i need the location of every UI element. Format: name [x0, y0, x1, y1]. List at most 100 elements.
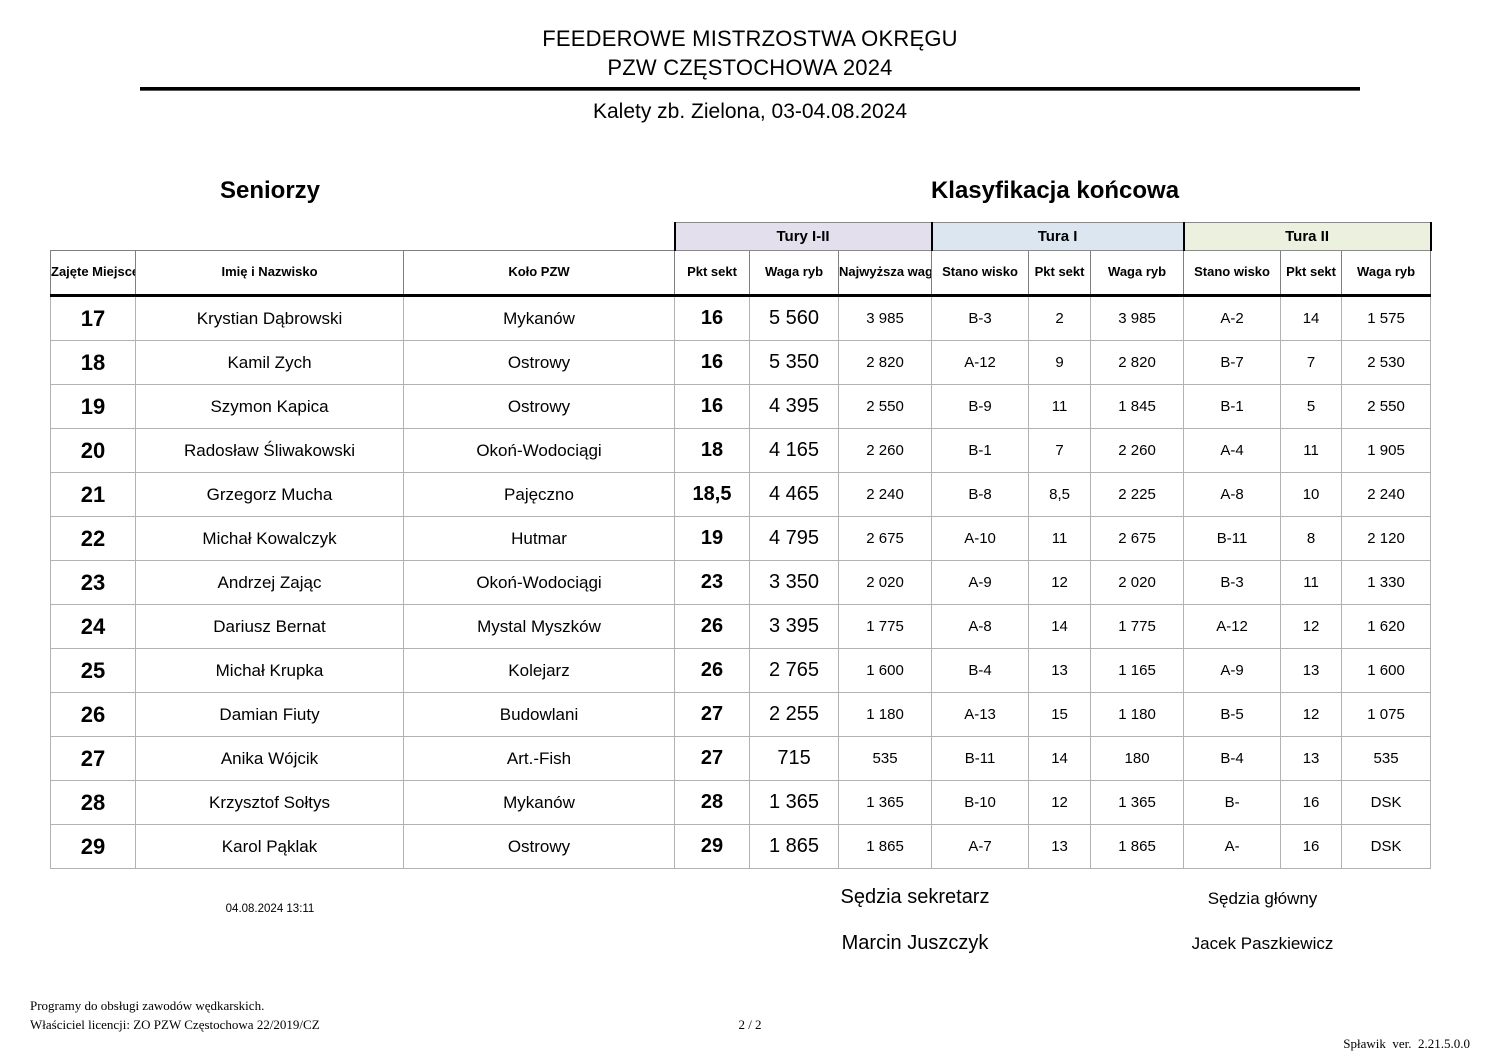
cell-stanowisko-tura2: B-3 [1183, 560, 1282, 605]
cell-stanowisko-tura1: B-11 [931, 736, 1030, 781]
signature-chief-name: Jacek Paszkiewicz [1191, 934, 1334, 953]
col-header-zajete-miejsce: Zajęte Miejsce [50, 250, 136, 297]
cell-pkt-sekt-tura2: 5 [1280, 384, 1343, 429]
cell-name: Grzegorz Mucha [135, 472, 404, 517]
cell-stanowisko-tura2: B-4 [1183, 736, 1282, 781]
table-row: 21 Grzegorz Mucha Pajęczno 18,5 4 465 2 240 B-… [50, 472, 1432, 517]
cell-name: Damian Fiuty [135, 692, 404, 737]
cell-place: 20 [50, 428, 136, 473]
cell-waga-ryb-tura1: 2 020 [1090, 560, 1185, 605]
group-header-row: Tury I-II Tura I Tura II [51, 222, 1432, 251]
cell-pkt-sekt-total: 18 [674, 428, 751, 473]
cell-place: 23 [50, 560, 136, 605]
cell-waga-ryb-total: 2 255 [749, 692, 840, 737]
cell-club: Budowlani [402, 692, 676, 737]
table-row: 25 Michał Krupka Kolejarz 26 2 765 1 600 B-4 13… [50, 648, 1432, 693]
cell-waga-ryb-tura2: 1 330 [1341, 560, 1432, 605]
cell-pkt-sekt-tura2: 7 [1280, 340, 1343, 385]
cell-club: Ostrowy [402, 340, 676, 385]
cell-pkt-sekt-tura1: 15 [1028, 692, 1092, 737]
cell-waga-ryb-tura1: 180 [1090, 736, 1185, 781]
cell-stanowisko-tura2: B-5 [1183, 692, 1282, 737]
cell-waga-ryb-tura1: 2 225 [1090, 472, 1185, 517]
cell-stanowisko-tura1: A-8 [931, 604, 1030, 649]
title-line-1: FEEDEROWE MISTRZOSTWA OKRĘGU [542, 26, 958, 51]
cell-place: 27 [50, 736, 136, 781]
cell-place: 19 [50, 384, 136, 429]
cell-name: Karol Pąklak [135, 824, 404, 869]
cell-stanowisko-tura1: A-12 [931, 340, 1030, 385]
cell-club: Art.-Fish [402, 736, 676, 781]
cell-stanowisko-tura2: A-9 [1183, 648, 1282, 693]
cell-waga-ryb-tura2: DSK [1341, 824, 1432, 869]
cell-pkt-sekt-tura2: 11 [1280, 428, 1343, 473]
results-tbody: 17 Krystian Dąbrowski Mykanów 16 5 560 3 985 B… [50, 295, 1432, 869]
event-location-date: Kalety zb. Zielona, 03-04.08.2024 [592, 100, 908, 123]
table-row: 17 Krystian Dąbrowski Mykanów 16 5 560 3 985 B… [50, 295, 1432, 341]
cell-club: Ostrowy [402, 824, 676, 869]
cell-waga-ryb-total: 4 795 [749, 516, 840, 561]
cell-waga-ryb-tura1: 1 775 [1090, 604, 1185, 649]
table-row: 29 Karol Pąklak Ostrowy 29 1 865 1 865 A-7 13 1 … [50, 824, 1432, 869]
cell-waga-ryb-tura1: 2 675 [1090, 516, 1185, 561]
cell-pkt-sekt-tura2: 11 [1280, 560, 1343, 605]
cell-place: 29 [50, 824, 136, 869]
cell-pkt-sekt-total: 27 [674, 692, 751, 737]
col-header-najwyzsza-waga-ryb: Najwyższa waga ryb [838, 250, 933, 297]
cell-waga-ryb-total: 5 350 [749, 340, 840, 385]
cell-pkt-sekt-tura2: 14 [1280, 295, 1343, 341]
cell-waga-ryb-tura1: 1 165 [1090, 648, 1185, 693]
cell-place: 26 [50, 692, 136, 737]
footer-app-version: Spławik ver. 2.21.5.0.0 [1343, 1036, 1470, 1051]
group-header-tury-i-ii: Tury I-II [673, 222, 933, 251]
cell-pkt-sekt-tura2: 13 [1280, 648, 1343, 693]
document-header: FEEDEROWE MISTRZOSTWA OKRĘGU PZW CZĘSTOC… [0, 0, 1500, 124]
cell-name: Radosław Śliwakowski [135, 428, 404, 473]
cell-stanowisko-tura1: A-7 [931, 824, 1030, 869]
cell-pkt-sekt-tura2: 12 [1280, 692, 1343, 737]
cell-waga-ryb-tura1: 3 985 [1090, 295, 1185, 341]
cell-najwyzsza-waga: 2 240 [838, 472, 933, 517]
cell-club: Mykanów [402, 780, 676, 825]
group-header-spacer [51, 223, 675, 251]
cell-place: 17 [50, 295, 136, 341]
cell-najwyzsza-waga: 1 600 [838, 648, 933, 693]
cell-club: Ostrowy [402, 384, 676, 429]
cell-stanowisko-tura1: A-10 [931, 516, 1030, 561]
cell-stanowisko-tura1: B-9 [931, 384, 1030, 429]
table-row: 24 Dariusz Bernat Mystal Myszków 26 3 395 1 7… [50, 604, 1432, 649]
cell-najwyzsza-waga: 1 865 [838, 824, 933, 869]
cell-stanowisko-tura2: A-4 [1183, 428, 1282, 473]
cell-stanowisko-tura1: B-3 [931, 295, 1030, 341]
col-header-waga-ryb-tura1: Waga ryb [1090, 250, 1185, 297]
cell-najwyzsza-waga: 2 820 [838, 340, 933, 385]
cell-waga-ryb-tura2: 1 600 [1341, 648, 1432, 693]
cell-pkt-sekt-tura2: 8 [1280, 516, 1343, 561]
col-header-kolo-pzw: Koło PZW [402, 250, 676, 297]
footer-program-info: Programy do obsługi zawodów wędkarskich. [30, 998, 265, 1013]
signature-chief-role: Sędzia główny [1207, 889, 1318, 908]
cell-pkt-sekt-tura1: 11 [1028, 516, 1092, 561]
cell-name: Michał Krupka [135, 648, 404, 693]
col-header-waga-ryb-tura2: Waga ryb [1341, 250, 1432, 297]
footer-license-block: Programy do obsługi zawodów wędkarskich.… [30, 996, 320, 1034]
cell-club: Okoń-Wodociągi [402, 560, 676, 605]
cell-najwyzsza-waga: 1 365 [838, 780, 933, 825]
cell-pkt-sekt-tura1: 2 [1028, 295, 1092, 341]
cell-waga-ryb-tura2: 2 550 [1341, 384, 1432, 429]
cell-pkt-sekt-tura2: 16 [1280, 824, 1343, 869]
col-header-pkt-sekt-total: Pkt sekt [674, 250, 751, 297]
cell-waga-ryb-total: 4 465 [749, 472, 840, 517]
cell-waga-ryb-tura2: DSK [1341, 780, 1432, 825]
cell-stanowisko-tura2: A-8 [1183, 472, 1282, 517]
cell-waga-ryb-tura2: 2 120 [1341, 516, 1432, 561]
cell-place: 24 [50, 604, 136, 649]
cell-pkt-sekt-total: 28 [674, 780, 751, 825]
col-header-pkt-sekt-tura1: Pkt sekt [1028, 250, 1092, 297]
cell-stanowisko-tura1: B-1 [931, 428, 1030, 473]
table-row: 23 Andrzej Zając Okoń-Wodociągi 23 3 350 2 02… [50, 560, 1432, 605]
cell-najwyzsza-waga: 1 180 [838, 692, 933, 737]
cell-waga-ryb-tura1: 1 365 [1090, 780, 1185, 825]
cell-waga-ryb-total: 3 395 [749, 604, 840, 649]
